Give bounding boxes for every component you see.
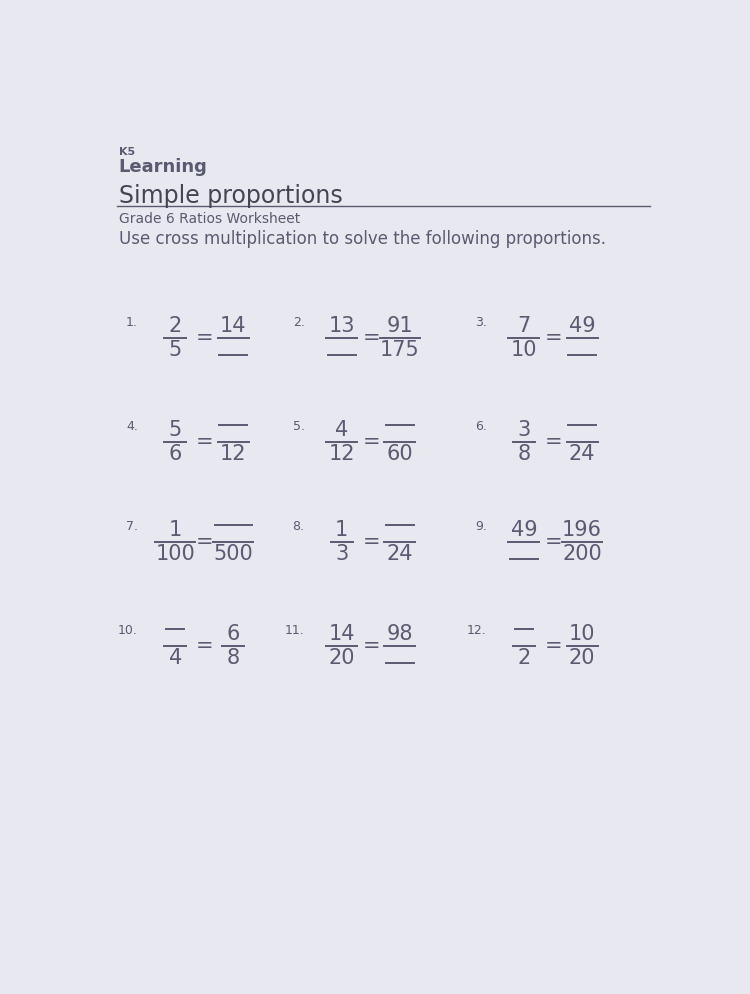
Text: 6.: 6. bbox=[475, 420, 487, 433]
Text: 91: 91 bbox=[386, 316, 413, 336]
Text: 4: 4 bbox=[169, 648, 182, 668]
Text: 8: 8 bbox=[518, 444, 530, 464]
Text: 3: 3 bbox=[518, 419, 530, 439]
Text: =: = bbox=[196, 532, 214, 552]
Text: 6: 6 bbox=[169, 444, 182, 464]
Text: 13: 13 bbox=[328, 316, 355, 336]
Text: 14: 14 bbox=[328, 623, 355, 644]
Text: 11.: 11. bbox=[285, 624, 304, 637]
Text: 12: 12 bbox=[220, 444, 247, 464]
Text: 2: 2 bbox=[518, 648, 530, 668]
Text: =: = bbox=[544, 432, 562, 452]
Text: 8.: 8. bbox=[292, 520, 304, 533]
Text: 10.: 10. bbox=[118, 624, 138, 637]
Text: 8: 8 bbox=[226, 648, 240, 668]
Text: 100: 100 bbox=[155, 545, 195, 565]
Text: 7.: 7. bbox=[126, 520, 138, 533]
Text: 9.: 9. bbox=[475, 520, 487, 533]
Text: 196: 196 bbox=[562, 520, 602, 540]
Text: 5.: 5. bbox=[292, 420, 304, 433]
Text: 12.: 12. bbox=[467, 624, 487, 637]
Text: 1.: 1. bbox=[126, 316, 138, 329]
Text: 3: 3 bbox=[335, 545, 348, 565]
Text: 60: 60 bbox=[386, 444, 413, 464]
Text: 2: 2 bbox=[169, 316, 182, 336]
Text: 5: 5 bbox=[169, 419, 182, 439]
Text: 1: 1 bbox=[169, 520, 182, 540]
Text: 7: 7 bbox=[518, 316, 530, 336]
Text: 24: 24 bbox=[568, 444, 596, 464]
Text: =: = bbox=[362, 532, 380, 552]
Text: =: = bbox=[362, 636, 380, 656]
Text: =: = bbox=[362, 328, 380, 348]
Text: 10: 10 bbox=[568, 623, 596, 644]
Text: 10: 10 bbox=[511, 340, 537, 360]
Text: =: = bbox=[544, 328, 562, 348]
Text: 4: 4 bbox=[335, 419, 348, 439]
Text: 20: 20 bbox=[568, 648, 596, 668]
Text: 175: 175 bbox=[380, 340, 420, 360]
Text: =: = bbox=[544, 532, 562, 552]
Text: 1: 1 bbox=[335, 520, 348, 540]
Text: 5: 5 bbox=[169, 340, 182, 360]
Text: 6: 6 bbox=[226, 623, 240, 644]
Text: 4.: 4. bbox=[126, 420, 138, 433]
Text: 2.: 2. bbox=[292, 316, 304, 329]
Text: 12: 12 bbox=[328, 444, 355, 464]
Text: =: = bbox=[196, 328, 214, 348]
Text: Grade 6 Ratios Worksheet: Grade 6 Ratios Worksheet bbox=[118, 212, 300, 226]
Text: Simple proportions: Simple proportions bbox=[118, 184, 342, 208]
Text: 98: 98 bbox=[387, 623, 413, 644]
Text: K5: K5 bbox=[118, 147, 135, 157]
Text: =: = bbox=[362, 432, 380, 452]
Text: =: = bbox=[544, 636, 562, 656]
Text: Use cross multiplication to solve the following proportions.: Use cross multiplication to solve the fo… bbox=[118, 231, 605, 248]
Text: =: = bbox=[196, 636, 214, 656]
Text: 49: 49 bbox=[568, 316, 596, 336]
Text: Learning: Learning bbox=[118, 158, 208, 176]
Text: 49: 49 bbox=[511, 520, 537, 540]
Text: 20: 20 bbox=[328, 648, 355, 668]
Text: =: = bbox=[196, 432, 214, 452]
Text: 3.: 3. bbox=[475, 316, 487, 329]
Text: 24: 24 bbox=[387, 545, 413, 565]
Text: 500: 500 bbox=[213, 545, 253, 565]
Text: 200: 200 bbox=[562, 545, 602, 565]
Text: 14: 14 bbox=[220, 316, 247, 336]
